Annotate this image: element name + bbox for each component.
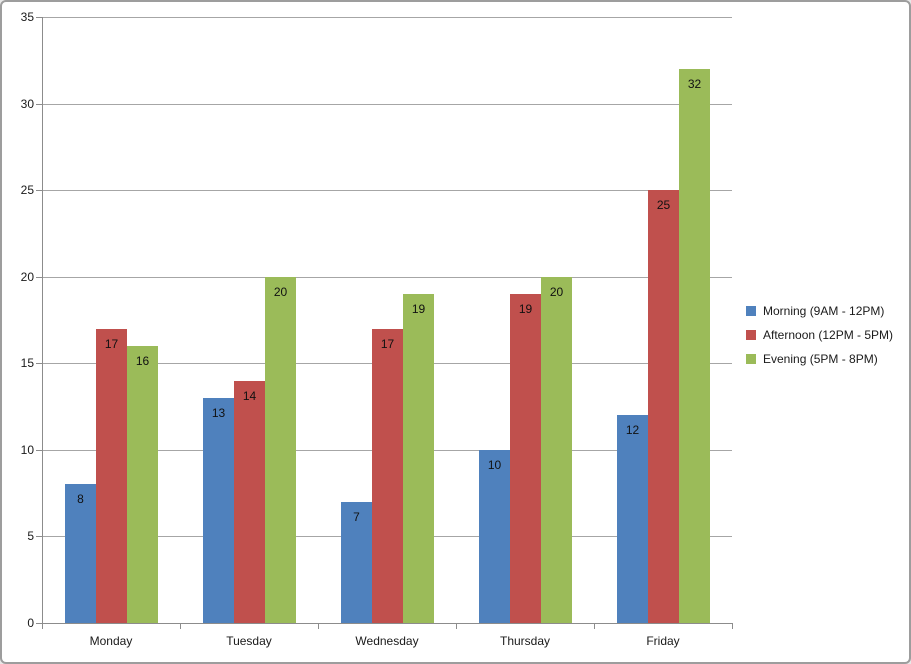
bar-wednesday-series1: 17 [372, 329, 403, 623]
y-axis-tick [36, 536, 42, 537]
legend-item-evening: Evening (5PM - 8PM) [746, 347, 893, 371]
y-axis-tick [36, 363, 42, 364]
bar-value-label: 17 [380, 337, 395, 351]
x-category-label: Monday [89, 634, 133, 648]
bar-friday-series2: 32 [679, 69, 710, 623]
bar-wednesday-series0: 7 [341, 502, 372, 623]
bar-tuesday-series2: 20 [265, 277, 296, 623]
gridline [42, 190, 732, 191]
legend-label-morning: Morning (9AM - 12PM) [763, 304, 885, 318]
bar-value-label: 16 [135, 354, 150, 368]
x-category-label: Friday [646, 634, 680, 648]
bar-thursday-series1: 19 [510, 294, 541, 623]
x-category-label: Wednesday [355, 634, 419, 648]
y-axis-tick [36, 17, 42, 18]
bar-tuesday-series0: 13 [203, 398, 234, 623]
y-axis-label: 10 [20, 443, 34, 457]
bar-value-label: 25 [656, 198, 671, 212]
bar-tuesday-series1: 14 [234, 381, 265, 623]
bar-thursday-series2: 20 [541, 277, 572, 623]
y-axis-tick [36, 277, 42, 278]
y-axis-label: 0 [27, 616, 34, 630]
gridline [42, 277, 732, 278]
legend-item-afternoon: Afternoon (12PM - 5PM) [746, 323, 893, 347]
x-axis-tick [594, 623, 595, 629]
gridline [42, 104, 732, 105]
bar-monday-series0: 8 [65, 484, 96, 623]
bar-value-label: 12 [625, 423, 640, 437]
x-axis-tick [456, 623, 457, 629]
y-axis-line [42, 17, 43, 629]
x-axis-tick [318, 623, 319, 629]
x-axis-tick [732, 623, 733, 629]
y-axis-tick [36, 450, 42, 451]
y-axis-tick [36, 190, 42, 191]
bar-value-label: 10 [487, 458, 502, 472]
bar-value-label: 14 [242, 389, 257, 403]
y-axis-label: 35 [20, 10, 34, 24]
bar-value-label: 7 [353, 510, 360, 524]
bar-thursday-series0: 10 [479, 450, 510, 623]
bar-value-label: 13 [211, 406, 226, 420]
y-axis-label: 25 [20, 183, 34, 197]
bar-monday-series2: 16 [127, 346, 158, 623]
legend-label-afternoon: Afternoon (12PM - 5PM) [763, 328, 894, 342]
x-category-label: Thursday [499, 634, 551, 648]
bar-friday-series1: 25 [648, 190, 679, 623]
legend: Morning (9AM - 12PM) Afternoon (12PM - 5… [746, 299, 893, 371]
gridline [42, 17, 732, 18]
bar-monday-series1: 17 [96, 329, 127, 623]
legend-swatch-morning-icon [746, 306, 756, 316]
bar-value-label: 17 [104, 337, 119, 351]
bar-value-label: 19 [518, 302, 533, 316]
bar-value-label: 19 [411, 302, 426, 316]
legend-swatch-afternoon-icon [746, 330, 756, 340]
y-axis-label: 20 [20, 270, 34, 284]
legend-swatch-evening-icon [746, 354, 756, 364]
legend-item-morning: Morning (9AM - 12PM) [746, 299, 893, 323]
bar-value-label: 8 [77, 492, 84, 506]
y-axis-tick [36, 104, 42, 105]
x-axis-line [36, 623, 732, 624]
y-axis-label: 15 [20, 356, 34, 370]
legend-label-evening: Evening (5PM - 8PM) [763, 352, 878, 366]
bar-value-label: 20 [273, 285, 288, 299]
bar-friday-series0: 12 [617, 415, 648, 623]
bar-value-label: 20 [549, 285, 564, 299]
bar-value-label: 32 [687, 77, 702, 91]
y-axis-label: 30 [20, 97, 34, 111]
bar-wednesday-series2: 19 [403, 294, 434, 623]
x-axis-tick [180, 623, 181, 629]
y-axis-label: 5 [27, 529, 34, 543]
x-category-label: Tuesday [226, 634, 272, 648]
